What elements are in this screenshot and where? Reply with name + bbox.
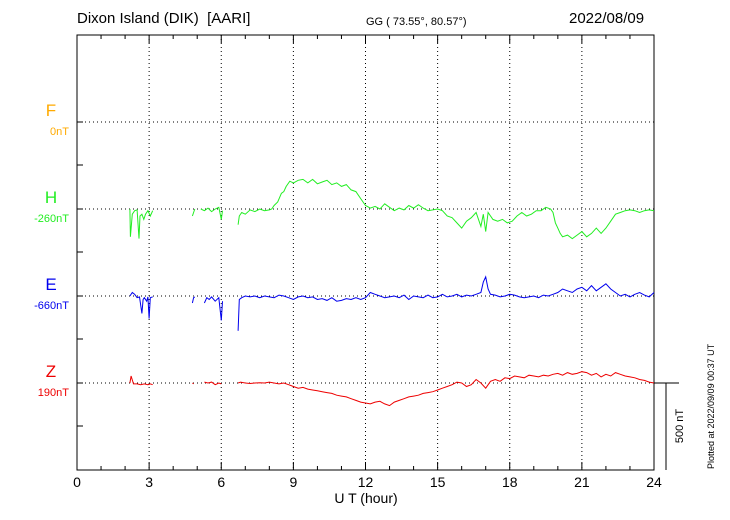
- x-tick-label: 0: [73, 474, 81, 490]
- series-h-name: H: [45, 188, 57, 207]
- x-tick-label: 6: [217, 474, 225, 490]
- series-e-name: E: [45, 275, 56, 294]
- series-z-line: [129, 371, 655, 407]
- series-z-baseline: 190nT: [38, 387, 69, 399]
- scale-bar: 500 nT: [654, 382, 686, 470]
- station-name: Dixon Island (DIK): [77, 10, 199, 27]
- x-tick-label: 12: [358, 474, 374, 490]
- plot-frame: [76, 34, 655, 471]
- series-e-line: [129, 275, 655, 331]
- station-title: Dixon Island (DIK) [AARI]: [77, 10, 250, 27]
- x-axis-label: U T (hour): [334, 490, 397, 506]
- x-tick-label: 21: [574, 474, 590, 490]
- x-tick-label: 9: [289, 474, 297, 490]
- x-tick-label: 24: [646, 474, 662, 490]
- x-tick-label: 15: [430, 474, 446, 490]
- plotted-note: Plotted at 2022/09/09 00:37 UT: [706, 343, 716, 469]
- series-h-baseline: -260nT: [34, 213, 69, 225]
- series-h-line: [129, 178, 655, 240]
- scale-bar-label: 500 nT: [674, 409, 686, 444]
- series-z-name: Z: [46, 362, 56, 381]
- institute-tag: [AARI]: [207, 10, 251, 27]
- series-e-baseline: -660nT: [34, 300, 69, 312]
- x-tick-label: 3: [145, 474, 153, 490]
- x-tick-label: 18: [502, 474, 518, 490]
- series-f-baseline: 0nT: [50, 126, 69, 138]
- date-label: 2022/08/09: [569, 10, 645, 27]
- series-f-name: F: [46, 101, 56, 120]
- geographic-coords: GG ( 73.55°, 80.57°): [366, 16, 467, 28]
